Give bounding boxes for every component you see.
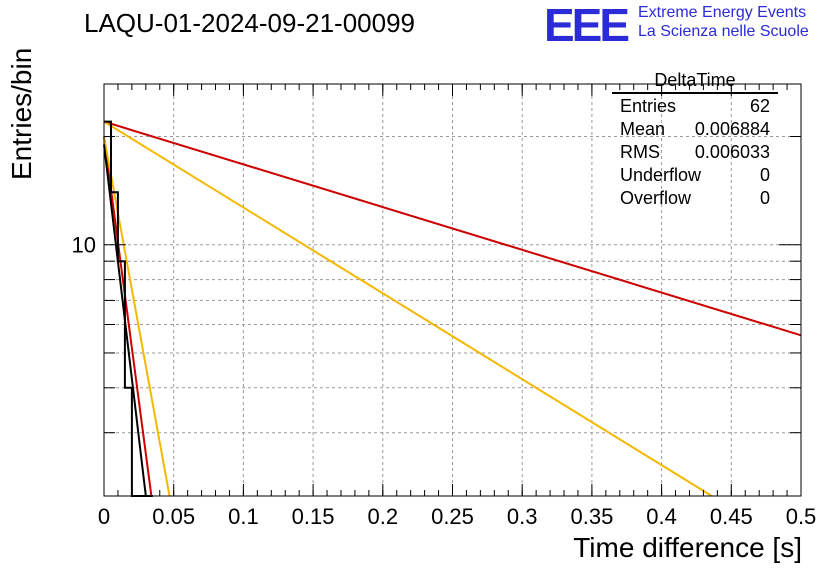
histogram — [104, 120, 153, 497]
x-tick-label: 0.15 — [292, 504, 335, 529]
stats-label: RMS — [620, 142, 660, 162]
stats-row-entries: Entries 62 — [612, 95, 778, 118]
stats-label: Mean — [620, 119, 666, 139]
stats-value: 62 — [749, 96, 770, 116]
x-tick-label: 0.2 — [368, 504, 399, 529]
chart-title: LAQU-01-2024-09-21-00099 — [84, 8, 415, 38]
x-tick-label: 0.3 — [507, 504, 538, 529]
fit-curve — [103, 120, 802, 337]
x-tick-label: 0.05 — [152, 504, 195, 529]
logo-text-line2: La Scienza nelle Scuole — [638, 23, 809, 40]
stats-row-overflow: Overflow 0 — [612, 187, 778, 210]
fit-curve — [103, 136, 153, 497]
x-axis-label: Time difference [s] — [573, 532, 802, 563]
stats-box: DeltaTime Entries 62 Mean 0.006884 RMS 0… — [612, 70, 778, 210]
x-tick-label: 0.45 — [710, 504, 753, 529]
x-tick-label: 0.1 — [228, 504, 259, 529]
stats-row-mean: Mean 0.006884 — [612, 118, 778, 141]
x-tick-label: 0.5 — [786, 504, 817, 529]
stats-value: 0 — [759, 188, 770, 208]
x-tick-label: 0.4 — [646, 504, 677, 529]
x-tick-label: 0.25 — [431, 504, 474, 529]
x-tick-label: 0 — [98, 504, 110, 529]
stats-row-rms: RMS 0.006033 — [612, 141, 778, 164]
fit-curve — [103, 120, 713, 497]
eee-logo: EEE — [544, 0, 630, 51]
y-tick-labels: 10 — [72, 233, 96, 258]
grid-lines — [104, 84, 801, 496]
stats-label: Overflow — [620, 188, 692, 208]
stats-value: 0.006033 — [694, 142, 770, 162]
stats-row-underflow: Underflow 0 — [612, 164, 778, 187]
fit-curve — [103, 136, 171, 497]
axis-ticks — [103, 84, 802, 497]
stats-label: Underflow — [620, 165, 702, 185]
y-axis-label: Entries/bin — [6, 47, 37, 180]
x-tick-label: 0.35 — [570, 504, 613, 529]
y-tick-label: 10 — [72, 233, 96, 258]
stats-value: 0 — [759, 165, 770, 185]
histogram-bars — [104, 120, 153, 497]
x-tick-labels: 0 0.05 0.1 0.15 0.2 0.25 0.3 0.35 0.4 0.45 0.5 — [98, 504, 816, 529]
logo-text-line1: Extreme Energy Events — [638, 4, 807, 21]
stats-box-title: DeltaTime — [612, 70, 778, 94]
stats-label: Entries — [620, 96, 677, 116]
stats-value: 0.006884 — [694, 119, 770, 139]
